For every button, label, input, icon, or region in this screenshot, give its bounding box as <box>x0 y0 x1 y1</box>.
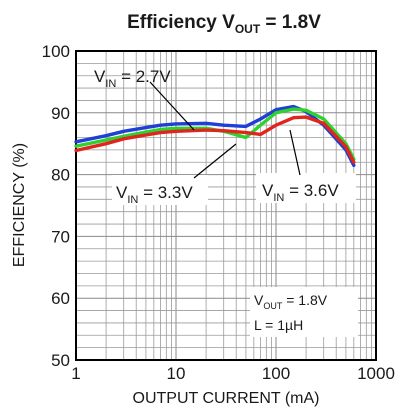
label-vin-3-6v-main: V <box>262 181 274 200</box>
leader-line-3-3v <box>193 143 237 179</box>
chart-title: Efficiency VOUT = 1.8V <box>127 12 321 36</box>
label-vin-2-7v-suffix: = 2.7V <box>116 67 171 86</box>
conditions-inductor: L = 1µH <box>254 317 303 333</box>
y-tick-labels: 50 60 70 80 90 100 <box>42 42 70 370</box>
label-box-3-3v <box>112 175 208 205</box>
x-tick-label: 1000 <box>357 364 395 383</box>
label-vin-3-6v: VIN = 3.6V <box>262 181 339 204</box>
label-vin-3-3v-main: V <box>116 183 128 202</box>
x-axis-label: OUTPUT CURRENT (mA) <box>133 390 320 407</box>
label-vin-3-3v: VIN = 3.3V <box>116 183 193 206</box>
chart-title-suffix: = 1.8V <box>260 12 321 33</box>
y-tick-label: 70 <box>51 227 70 246</box>
y-tick-label: 50 <box>51 351 70 370</box>
x-tick-label: 1 <box>71 364 80 383</box>
y-tick-label: 60 <box>51 289 70 308</box>
plot-frame <box>75 50 377 361</box>
label-vin-2-7v: VIN = 2.7V <box>94 67 171 90</box>
label-vin-3-6v-sub: IN <box>273 192 284 204</box>
y-tick-label: 90 <box>51 104 70 123</box>
label-vin-2-7v-sub: IN <box>105 78 116 90</box>
label-box-3-6v <box>256 173 356 203</box>
leader-line-2-7v <box>149 81 195 131</box>
label-vin-3-6v-suffix: = 3.6V <box>284 181 339 200</box>
y-tick-label: 80 <box>51 166 70 185</box>
conditions-vout: VOUT = 1.8V <box>254 292 328 311</box>
series-line-2 <box>74 107 356 161</box>
x-tick-label: 10 <box>167 364 186 383</box>
leader-line-3-6v <box>289 129 301 176</box>
y-tick-label: 100 <box>42 42 70 61</box>
data-series <box>74 104 356 168</box>
label-vin-2-7v-main: V <box>94 67 106 86</box>
label-vin-3-3v-suffix: = 3.3V <box>138 183 193 202</box>
series-labels: VIN = 2.7V VIN = 3.3V VIN = 3.6V VOUT = … <box>94 67 358 337</box>
x-tick-labels: 1 10 100 1000 <box>71 364 395 383</box>
y-axis-label: EFFICIENCY (%) <box>11 143 28 267</box>
label-vin-3-3v-sub: IN <box>127 194 138 206</box>
chart-title-prefix: Efficiency V <box>127 12 235 33</box>
conditions-vout-suffix: = 1.8V <box>282 292 327 308</box>
chart-title-sub: OUT <box>235 22 261 36</box>
conditions-vout-main: V <box>254 292 264 308</box>
conditions-box <box>250 287 358 337</box>
conditions-vout-sub: OUT <box>263 301 283 311</box>
series-line-3 <box>74 115 356 164</box>
x-tick-label: 100 <box>262 364 290 383</box>
